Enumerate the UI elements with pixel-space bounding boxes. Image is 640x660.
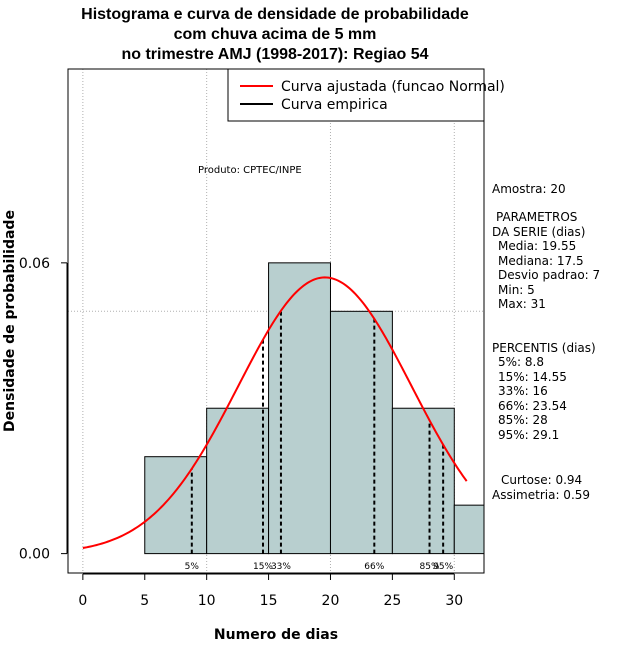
percentile-label: 5% (185, 562, 200, 572)
percentile-label: 33% (271, 562, 291, 572)
percentile-label: 66% (364, 562, 384, 572)
stat-desvio: Desvio padrao: 7 (498, 268, 601, 282)
stat-max: Max: 31 (498, 297, 546, 311)
stat-p15: 15%: 14.55 (498, 370, 567, 384)
stat-p66: 66%: 23.54 (498, 399, 567, 413)
stat-curtose: Curtose: 0.94 (501, 473, 583, 487)
stat-percentis-heading: PERCENTIS (dias) (492, 341, 596, 355)
stat-assimetria: Assimetria: 0.59 (492, 488, 591, 502)
legend: Curva ajustada (funcao Normal) Curva emp… (227, 68, 505, 122)
x-tick-label: 25 (383, 593, 401, 609)
histogram-bar (268, 262, 331, 555)
stat-min: Min: 5 (498, 283, 535, 297)
stat-mediana: Mediana: 17.5 (498, 254, 584, 268)
x-tick-label: 20 (322, 593, 340, 609)
x-tick-label: 30 (445, 593, 463, 609)
stat-p85: 85%: 28 (498, 413, 548, 427)
y-tick-label: 0.06 (19, 256, 50, 272)
histogram-bars (144, 262, 485, 555)
percentile-label: 15% (253, 562, 273, 572)
normal-fit-curve (82, 276, 468, 550)
stat-parametros-heading-1: PARAMETROS (496, 210, 578, 224)
y-tick-label: 0.00 (19, 547, 50, 563)
y-axis: 0.00 0.06 (19, 256, 68, 563)
percentile-label: 85% (420, 562, 440, 572)
stat-media: Media: 19.55 (498, 239, 577, 253)
stat-amostra: Amostra: 20 (492, 182, 566, 196)
x-tick-label: 0 (78, 593, 87, 609)
percentile-label: 95% (433, 562, 453, 572)
x-axis: 0 5 10 15 20 25 30 (78, 573, 463, 609)
x-tick-label: 10 (198, 593, 216, 609)
chart-title-line-3: no trimestre AMJ (1998-2017): Regiao 54 (121, 46, 429, 63)
chart-title-line-2: com chuva acima de 5 mm (173, 26, 377, 43)
chart-title-line-1: Histograma e curva de densidade de proba… (81, 6, 469, 23)
legend-label-fit: Curva ajustada (funcao Normal) (281, 79, 505, 95)
x-axis-label: Numero de dias (214, 627, 338, 643)
x-tick-label: 15 (260, 593, 278, 609)
stat-p95: 95%: 29.1 (498, 428, 560, 442)
percentile-lines: 5% 15%33% 66% 85%95% (185, 310, 454, 572)
stat-parametros-heading-2: DA SERIE (dias) (492, 225, 586, 239)
histogram-bar (453, 504, 485, 555)
stat-p33: 33%: 16 (498, 384, 548, 398)
y-axis-label: Densidade de probabilidade (2, 210, 18, 432)
histogram-bar (144, 456, 208, 555)
product-annotation: Produto: CPTEC/INPE (198, 165, 302, 176)
x-tick-label: 5 (140, 593, 149, 609)
legend-label-empirical: Curva empirica (281, 97, 388, 113)
stat-p5: 5%: 8.8 (498, 355, 544, 369)
histogram-bar (391, 407, 455, 555)
legend-box (227, 68, 485, 122)
histogram-bar (329, 310, 393, 555)
